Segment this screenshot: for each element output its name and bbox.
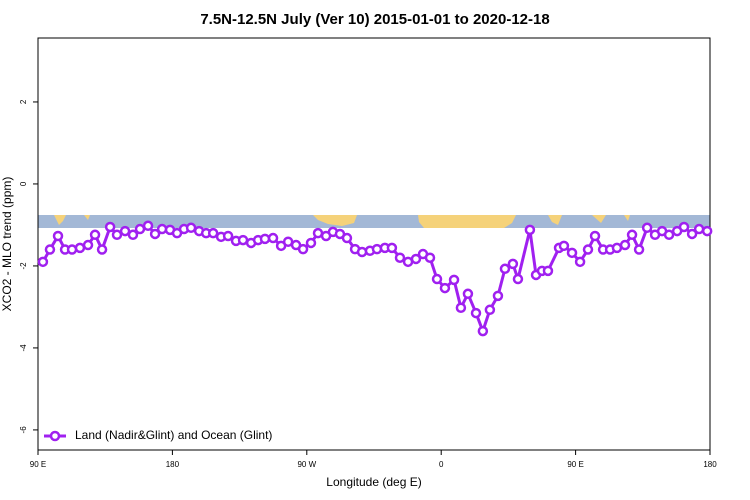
data-point [89, 229, 101, 241]
data-point [96, 244, 108, 255]
data-point [524, 224, 536, 236]
data-point [589, 230, 601, 242]
map-strip [38, 215, 710, 228]
data-point [394, 252, 406, 263]
data-point [663, 229, 675, 241]
data-point [341, 232, 353, 244]
x-axis-label: Longitude (deg E) [326, 475, 421, 489]
data-point [678, 221, 690, 233]
y-tick-label: -6 [19, 426, 28, 434]
data-point [222, 230, 234, 242]
data-point [574, 256, 586, 268]
data-point [558, 240, 570, 252]
data-point [111, 229, 123, 241]
data-line [41, 223, 708, 336]
land [313, 215, 357, 226]
plot-frame [37, 37, 711, 451]
x-tick-label: 180 [703, 460, 717, 469]
data-point [439, 282, 451, 294]
data-point [492, 290, 504, 302]
data-point [462, 288, 474, 300]
data-point [207, 227, 219, 239]
data-point [371, 243, 383, 255]
data-point [701, 225, 713, 237]
x-tick-label: 90 W [297, 460, 316, 469]
data-point [626, 229, 638, 241]
y-tick-label: 0 [19, 181, 28, 186]
data-point [386, 242, 398, 254]
data-point [305, 237, 317, 249]
data-point [119, 225, 131, 237]
data-point [127, 229, 139, 241]
data-point [149, 228, 161, 240]
chart-title: 7.5N-12.5N July (Ver 10) 2015-01-01 to 2… [200, 11, 549, 28]
data-point [633, 244, 645, 255]
data-point [259, 233, 271, 245]
land [624, 215, 630, 221]
land [84, 215, 90, 220]
y-tick-label: 2 [19, 99, 28, 104]
data-point [142, 220, 154, 232]
data-point [619, 239, 631, 251]
data-point [611, 242, 623, 254]
data-point [499, 263, 511, 275]
data-point [693, 223, 705, 235]
land [54, 215, 66, 225]
data-point [641, 222, 653, 234]
land [418, 215, 516, 228]
legend-label: Land (Nadir&Glint) and Ocean (Glint) [75, 428, 272, 442]
data-point [410, 253, 422, 265]
data-point [477, 325, 489, 337]
legend-marker [49, 430, 61, 442]
data-point [267, 232, 279, 244]
land [592, 215, 606, 223]
x-tick-label: 90 E [30, 460, 46, 469]
data-point [512, 273, 524, 285]
data-point [74, 242, 86, 254]
data-point [104, 221, 116, 233]
data-point [356, 246, 368, 258]
data-point [431, 273, 443, 285]
data-point [507, 258, 519, 270]
data-point [424, 252, 436, 263]
data-point [134, 223, 146, 235]
data-point [566, 247, 578, 259]
y-axis-label: XCO2 - MLO trend (ppm) [0, 177, 14, 312]
data-point [237, 234, 249, 246]
data-point [82, 239, 94, 251]
data-point [37, 256, 49, 268]
land [548, 215, 562, 225]
data-point [686, 228, 698, 240]
y-tick-label: -4 [19, 344, 28, 352]
data-point [185, 222, 197, 234]
data-point [44, 244, 56, 255]
data-point [312, 227, 324, 239]
data-point [484, 304, 496, 316]
ocean-band [38, 215, 710, 228]
data-point [448, 274, 460, 286]
y-tick-label: -2 [19, 262, 28, 270]
x-tick-label: 180 [166, 460, 180, 469]
x-tick-label: 90 E [567, 460, 583, 469]
data-point [52, 230, 64, 242]
data-point [297, 243, 309, 255]
data-point [542, 265, 554, 277]
x-tick-label: 0 [439, 460, 444, 469]
data-point [582, 244, 594, 255]
data-point [470, 307, 482, 319]
data-point [455, 302, 467, 313]
